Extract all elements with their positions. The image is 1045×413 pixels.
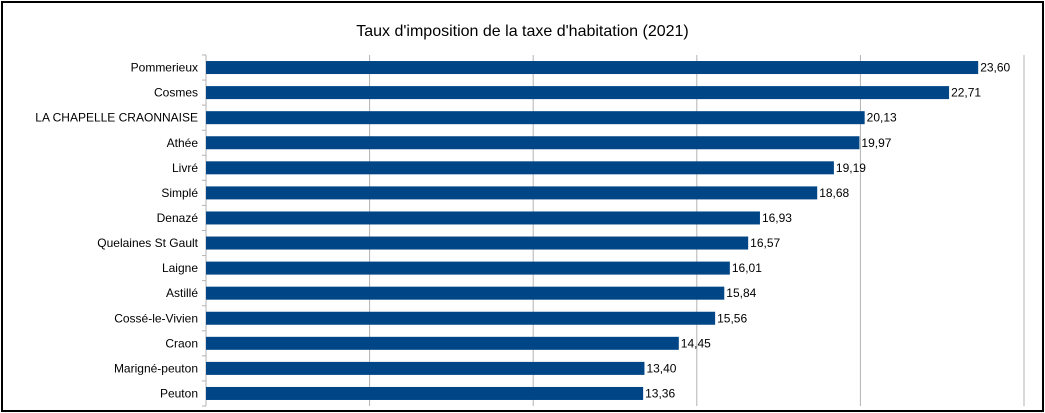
data-label: 16,57	[750, 236, 780, 250]
data-label: 18,68	[819, 186, 849, 200]
chart-title: Taux d'imposition de la taxe d'habitatio…	[356, 23, 689, 40]
category-label: Athée	[167, 136, 199, 150]
bar-chart: Pommerieux Cosmes LA CHAPELLE CRAONNAISE At…	[35, 54, 1025, 407]
category-label: Livré	[172, 161, 198, 175]
category-label: Simplé	[161, 186, 198, 200]
bar	[206, 86, 950, 100]
data-label: 16,01	[732, 261, 762, 275]
bar	[206, 211, 760, 225]
bar	[206, 386, 644, 400]
bar	[206, 111, 865, 125]
data-label: 15,84	[726, 286, 756, 300]
data-label: 14,45	[681, 336, 711, 350]
category-label: Cossé-le-Vivien	[114, 311, 198, 325]
category-label: Denazé	[157, 211, 199, 225]
data-label: 13,40	[646, 361, 676, 375]
data-label: 23,60	[980, 61, 1010, 75]
category-label: Astillé	[166, 286, 198, 300]
category-labels: Pommerieux Cosmes LA CHAPELLE CRAONNAISE At…	[35, 61, 198, 401]
category-label: Cosmes	[154, 86, 198, 100]
bar	[206, 261, 730, 275]
data-label: 22,71	[951, 86, 981, 100]
data-label: 15,56	[717, 311, 747, 325]
bar	[206, 336, 679, 350]
bar	[206, 361, 645, 375]
bar	[206, 161, 834, 175]
data-label: 19,19	[836, 161, 866, 175]
category-label: Pommerieux	[131, 61, 198, 75]
category-label: Laigne	[162, 261, 198, 275]
category-label: Quelaines St Gault	[97, 236, 198, 250]
value-labels: 23,60 22,71 20,13 19,97 19,19 18,68 16,93 16,57…	[645, 61, 1010, 401]
category-label: Craon	[165, 336, 198, 350]
bar	[206, 186, 818, 200]
bar	[206, 236, 749, 250]
category-label: LA CHAPELLE CRAONNAISE	[35, 111, 198, 125]
bar	[206, 286, 725, 300]
bar	[206, 311, 716, 325]
data-label: 20,13	[867, 111, 897, 125]
bar	[206, 61, 979, 75]
data-label: 16,93	[762, 211, 792, 225]
category-label: Marigné-peuton	[114, 361, 198, 375]
gridlines	[202, 54, 1025, 407]
bar	[206, 136, 860, 150]
category-label: Peuton	[160, 386, 198, 400]
data-label: 13,36	[645, 386, 675, 400]
bar-series	[206, 61, 979, 400]
data-label: 19,97	[861, 136, 891, 150]
